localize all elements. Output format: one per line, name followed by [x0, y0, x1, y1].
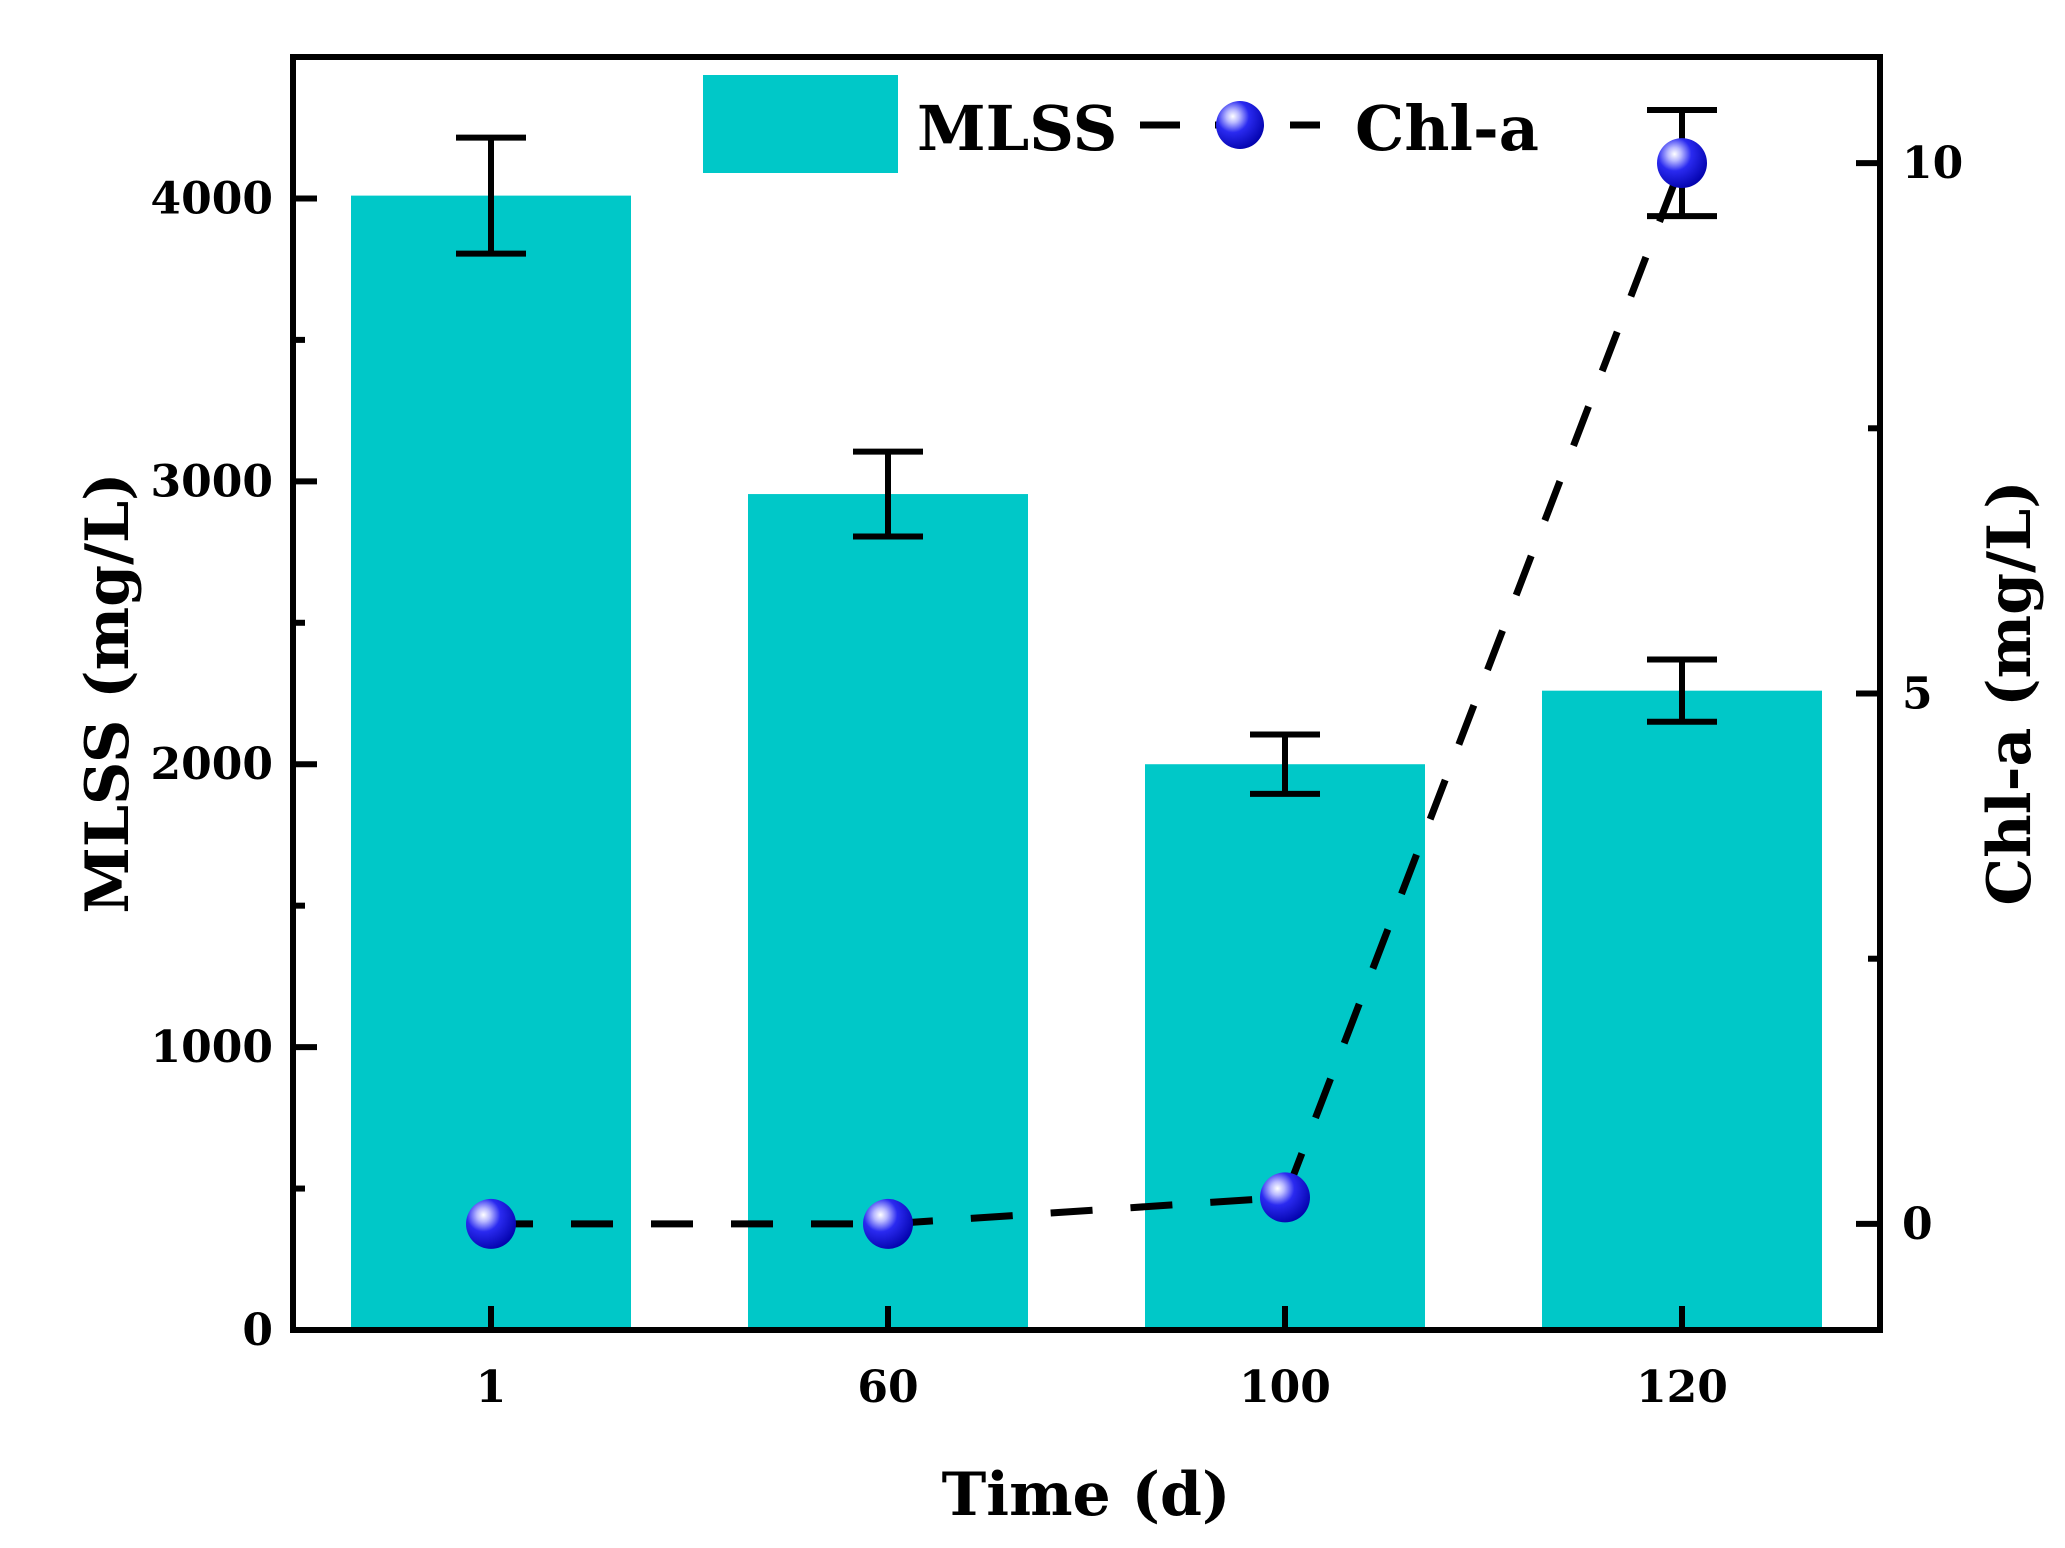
chl-a-series	[466, 138, 1707, 1249]
y-tick-label-2000: 2000	[151, 739, 273, 790]
error-bars	[456, 107, 1717, 797]
mlss-bar-100	[1145, 764, 1425, 1330]
axis-ticks: 1 60 100 120 0 1000 2000 3000 4000 0 5 10	[151, 54, 1963, 1413]
mlss-bars	[351, 195, 1822, 1330]
x-tick-label-1: 1	[476, 1362, 507, 1413]
chl-a-point-60	[863, 1198, 913, 1249]
y-tick-label-4000: 4000	[151, 173, 273, 224]
y2-tick-label-5: 5	[1902, 669, 1933, 720]
y-tick-label-0: 0	[242, 1305, 273, 1356]
mlss-bar-120	[1542, 690, 1822, 1330]
y2-tick-label-10: 10	[1902, 138, 1963, 189]
x-tick-label-60: 60	[857, 1362, 918, 1413]
y-tick-label-3000: 3000	[151, 456, 273, 507]
chl-a-line	[491, 161, 1686, 1228]
mlss-bar-1	[351, 195, 631, 1330]
legend-swatch-mlss	[703, 75, 898, 173]
chl-a-point-120	[1657, 138, 1707, 189]
x-axis-title: Time (d)	[942, 1460, 1231, 1530]
chl-a-point-100	[1260, 1172, 1310, 1223]
y-tick-label-1000: 1000	[151, 1022, 273, 1073]
legend-label-chl-a: Chl-a	[1355, 92, 1539, 165]
x-tick-label-100: 100	[1239, 1362, 1331, 1413]
mlss-error-1	[456, 134, 526, 257]
mlss-error-120	[1647, 656, 1717, 725]
y-axis-title: MLSS (mg/L)	[73, 472, 143, 913]
mlss-error-60	[853, 448, 923, 540]
legend: MLSS Chl-a	[703, 75, 1539, 173]
y2-axis-title: Chl-a (mg/L)	[1975, 480, 2045, 905]
y2-tick-label-0: 0	[1902, 1199, 1933, 1250]
chl-a-point-1	[466, 1198, 516, 1249]
x-tick-label-120: 120	[1636, 1362, 1728, 1413]
mlss-error-100	[1250, 731, 1320, 797]
legend-label-mlss: MLSS	[917, 92, 1117, 165]
mlss-bar-60	[748, 494, 1028, 1330]
legend-marker-chl-a	[1216, 101, 1264, 149]
